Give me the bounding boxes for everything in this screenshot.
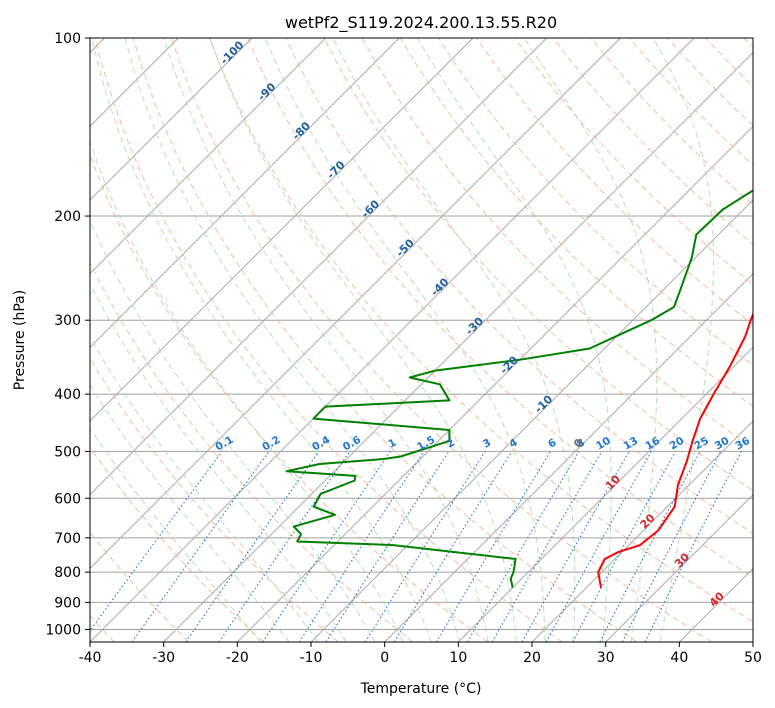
isotherm-line — [90, 38, 474, 422]
isotherm-line — [531, 420, 753, 642]
x-tick-label: 20 — [523, 650, 541, 666]
mixing-ratio-line — [545, 451, 652, 642]
moist-adiabat-line — [163, 38, 489, 642]
isotherm-line — [605, 494, 753, 642]
dewpoint-profile-line — [285, 189, 753, 588]
mixing-ratio-line — [621, 451, 722, 642]
y-axis: 100 200 300 400 500 600 700 800 900 1000 — [45, 31, 90, 638]
mixing-ratio-line — [298, 451, 425, 642]
isotherm-line — [90, 38, 326, 275]
y-tick-label: 600 — [54, 491, 81, 507]
isotherm-lines — [90, 38, 753, 642]
temperature-profile-line — [597, 311, 753, 588]
y-tick-label: 400 — [54, 387, 81, 403]
dry-adiabats — [90, 38, 753, 642]
mixing-ratio-line — [262, 451, 391, 642]
x-tick-label: 0 — [380, 650, 389, 666]
moist-adiabat-line — [91, 38, 432, 642]
y-axis-label: Pressure (hPa) — [12, 290, 28, 390]
isotherm-line — [458, 346, 753, 642]
moist-adiabat-line — [90, 282, 347, 642]
x-tick-label: 10 — [449, 650, 467, 666]
x-tick-label: -20 — [226, 650, 249, 666]
moist-adiabat-line — [264, 38, 546, 642]
moist-adiabat-line — [90, 139, 404, 642]
moist-adiabat-line — [124, 38, 461, 642]
x-tick-label: 30 — [597, 650, 615, 666]
mixing-ratio-line — [218, 451, 351, 642]
mixing-ratio-line — [393, 451, 513, 642]
chart-title: wetPf2_S119.2024.200.13.55.R20 — [285, 13, 557, 33]
x-axis-label: Temperature (°C) — [360, 681, 482, 697]
x-tick-label: -30 — [152, 650, 175, 666]
isotherm-line — [163, 52, 753, 642]
dry-adiabat-line — [90, 446, 264, 642]
isotherm-line — [237, 125, 753, 642]
dry-adiabat-line — [514, 38, 753, 285]
moist-adiabat-line — [90, 218, 376, 642]
x-tick-label: 50 — [744, 650, 762, 666]
y-tick-label: 700 — [54, 531, 81, 547]
y-tick-label: 500 — [54, 444, 81, 460]
dry-adiabat-line — [209, 38, 753, 623]
isotherm-line — [90, 38, 547, 496]
y-tick-label: 100 — [54, 31, 81, 47]
moist-adiabat-line — [332, 38, 576, 642]
dry-adiabat-line — [285, 38, 753, 535]
dry-adiabat-line — [247, 38, 753, 578]
moist-adiabats — [90, 38, 714, 642]
moist-adiabat-line — [90, 383, 290, 642]
mixing-ratio-line — [325, 451, 450, 642]
x-tick-label: -40 — [79, 650, 102, 666]
isotherm-line — [90, 38, 621, 569]
mixing-ratio-line — [131, 451, 270, 642]
mixing-ratio-line — [521, 451, 630, 642]
x-tick-label: 40 — [670, 650, 688, 666]
moist-adiabat-line — [417, 38, 612, 642]
isotherm-line — [90, 38, 695, 642]
mixing-ratio-line — [185, 451, 320, 642]
y-tick-label: 200 — [54, 209, 81, 225]
y-tick-label: 1000 — [45, 622, 81, 638]
plot-frame — [89, 37, 754, 643]
dry-adiabat-line — [323, 38, 753, 492]
isotherm-line — [90, 38, 400, 348]
x-axis: -40 -30 -20 -10 0 10 20 30 40 50 — [79, 642, 762, 666]
y-tick-label: 900 — [54, 595, 81, 611]
x-tick-label: -10 — [300, 650, 323, 666]
mixing-ratio-line — [644, 451, 742, 642]
y-tick-label: 300 — [54, 313, 81, 329]
isobar-grid — [90, 38, 753, 630]
moist-adiabat-line — [652, 38, 714, 642]
moist-adiabat-line — [90, 427, 261, 642]
mixing-ratio-line — [572, 451, 676, 642]
dry-adiabat-line — [476, 38, 753, 326]
profile-series — [285, 189, 753, 588]
mixing-ratio-lines — [90, 451, 742, 642]
isotherm-line — [384, 273, 753, 642]
moist-adiabat-line — [90, 336, 319, 642]
y-tick-label: 800 — [54, 565, 81, 581]
moist-adiabat-line — [209, 38, 517, 642]
dry-adiabat-line — [90, 357, 339, 642]
mixing-ratio-line — [90, 451, 223, 632]
dry-adiabat-line — [170, 38, 712, 642]
isotherm-line — [90, 38, 253, 201]
dry-adiabat-line — [90, 261, 414, 642]
moist-adiabat-line — [523, 38, 658, 642]
dry-adiabat-line — [94, 38, 563, 642]
